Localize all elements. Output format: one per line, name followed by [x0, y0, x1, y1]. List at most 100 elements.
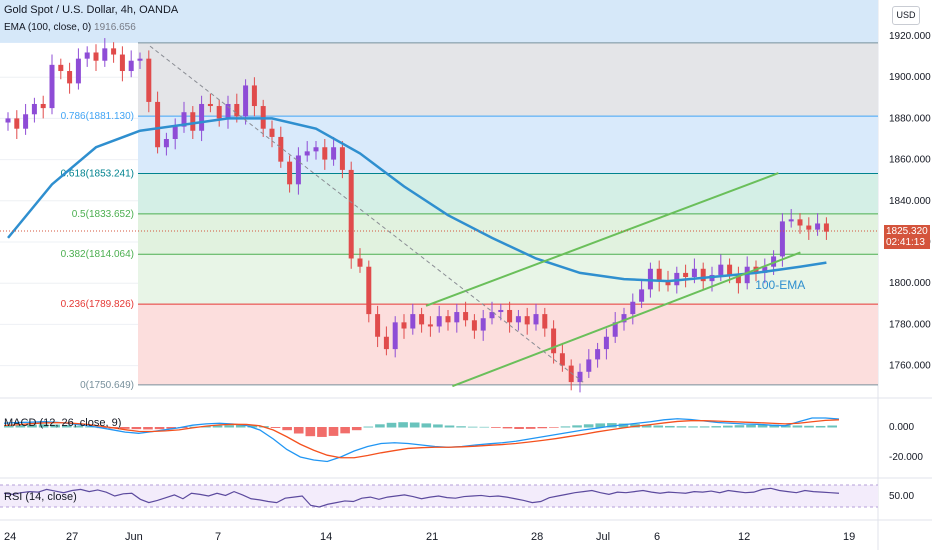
macd-histogram-bar: [491, 427, 501, 428]
candle-body: [656, 268, 662, 282]
macd-histogram-bar: [398, 422, 408, 428]
macd-tick-label: -20.000: [889, 452, 923, 463]
macd-histogram-bar: [746, 424, 756, 428]
candle-body: [507, 309, 513, 323]
macd-histogram-bar: [166, 427, 176, 429]
macd-histogram-bar: [305, 427, 316, 437]
signal-line: [3, 419, 840, 459]
fib-level-label: 0.5(1833.652): [72, 209, 134, 220]
fib-level-label: 0(1750.649): [80, 380, 134, 391]
macd-histogram-bar: [572, 425, 582, 428]
symbol-title[interactable]: Gold Spot / U.S. Dollar, 4h, OANDA: [4, 4, 178, 16]
macd-histogram-bar: [711, 426, 722, 428]
price-tick-label: 1920.000: [889, 31, 931, 42]
candle-body: [700, 268, 706, 282]
time-tick-label: Jul: [596, 531, 610, 543]
candle-body: [568, 365, 574, 383]
time-tick-label: 12: [738, 531, 750, 543]
fib-level-label: 0.618(1853.241): [61, 169, 134, 180]
rsi-tick-label: 50.00: [889, 491, 914, 502]
candle-body: [498, 309, 504, 313]
macd-histogram-bar: [699, 426, 710, 428]
macd-histogram-bar: [61, 425, 72, 428]
macd-histogram-bar: [340, 427, 350, 434]
currency-button[interactable]: USD: [892, 6, 920, 25]
macd-histogram-bar: [804, 425, 814, 428]
candle-body: [586, 359, 592, 372]
time-tick-label: 14: [320, 531, 332, 543]
candle-body: [199, 103, 205, 131]
fib-zone: [138, 213, 878, 255]
candle-body: [304, 151, 310, 156]
macd-histogram-bar: [444, 425, 455, 428]
macd-histogram-bar: [467, 426, 478, 428]
macd-histogram-bar: [235, 424, 246, 428]
candle-body: [718, 264, 724, 275]
candle-body: [93, 52, 99, 61]
candle-body: [427, 324, 433, 327]
macd-histogram-bar: [119, 427, 130, 429]
macd-tick-label: 0.000: [889, 422, 914, 433]
macd-histogram-bar: [50, 424, 60, 428]
macd-histogram-bar: [282, 427, 292, 431]
candle-body: [234, 103, 240, 117]
candle-body: [463, 312, 469, 321]
time-tick-label: 21: [426, 531, 438, 543]
candle-body: [392, 322, 398, 350]
candle-body: [445, 316, 451, 323]
candle-body: [225, 103, 231, 119]
macd-histogram-bar: [247, 425, 258, 428]
time-tick-label: 28: [531, 531, 543, 543]
candle-body: [31, 103, 37, 115]
candle-body: [436, 316, 442, 327]
candle-body: [243, 85, 249, 117]
candle-body: [313, 147, 319, 152]
price-tick-label: 1880.000: [889, 113, 931, 124]
candle-body: [665, 281, 671, 286]
candle-body: [102, 48, 108, 61]
price-tick-label: 1780.000: [889, 319, 931, 330]
candle-body: [348, 169, 354, 259]
macd-histogram-bar: [421, 423, 432, 428]
candle-body: [269, 128, 275, 137]
candle-body: [419, 314, 425, 325]
time-tick-label: 27: [66, 531, 78, 543]
candle-body: [357, 258, 363, 267]
macd-histogram-bar: [537, 427, 548, 429]
symbol-title-text: Gold Spot / U.S. Dollar, 4h, OANDA: [4, 4, 179, 16]
time-tick-label: 24: [4, 531, 16, 543]
time-tick-label: Jun: [125, 531, 143, 543]
macd-histogram-bar: [734, 425, 745, 428]
macd-histogram-bar: [73, 425, 84, 428]
macd-histogram-bar: [479, 426, 490, 428]
candle-body: [58, 64, 64, 72]
candle-body: [207, 103, 213, 107]
candle-body: [251, 85, 257, 107]
price-tick-label: 1760.000: [889, 361, 931, 372]
macd-histogram-bar: [386, 422, 397, 428]
candle-body: [23, 114, 29, 129]
rsi-line: [3, 487, 840, 508]
macd-histogram-bar: [641, 424, 652, 428]
candle-body: [595, 349, 601, 360]
candle-body: [630, 301, 636, 315]
candle-body: [366, 266, 372, 315]
candle-body: [691, 268, 697, 278]
candle-body: [14, 118, 20, 129]
macd-histogram-bar: [328, 427, 339, 436]
fib-level-label: 0.236(1789.826): [61, 299, 134, 310]
candle-body: [401, 322, 407, 329]
candle-body: [137, 58, 143, 61]
fibonacci-labels: 0.786(1881.130) 0.618(1853.241) 0.5(1833.6…: [61, 111, 134, 391]
ema-legend[interactable]: EMA (100, close, 0) 1916.656: [4, 22, 136, 33]
fibonacci-retracement: [0, 0, 878, 386]
candle-body: [806, 225, 812, 230]
macd-histogram-bar: [792, 425, 803, 428]
candle-body: [287, 161, 293, 185]
macd-histogram-bar: [351, 427, 362, 431]
candle-body: [515, 316, 521, 323]
candle-body: [797, 219, 803, 226]
price-axis: 1920.000 1900.000 1880.000 1860.000 1840.000…: [889, 31, 931, 372]
macd-histogram-bar: [607, 423, 617, 428]
